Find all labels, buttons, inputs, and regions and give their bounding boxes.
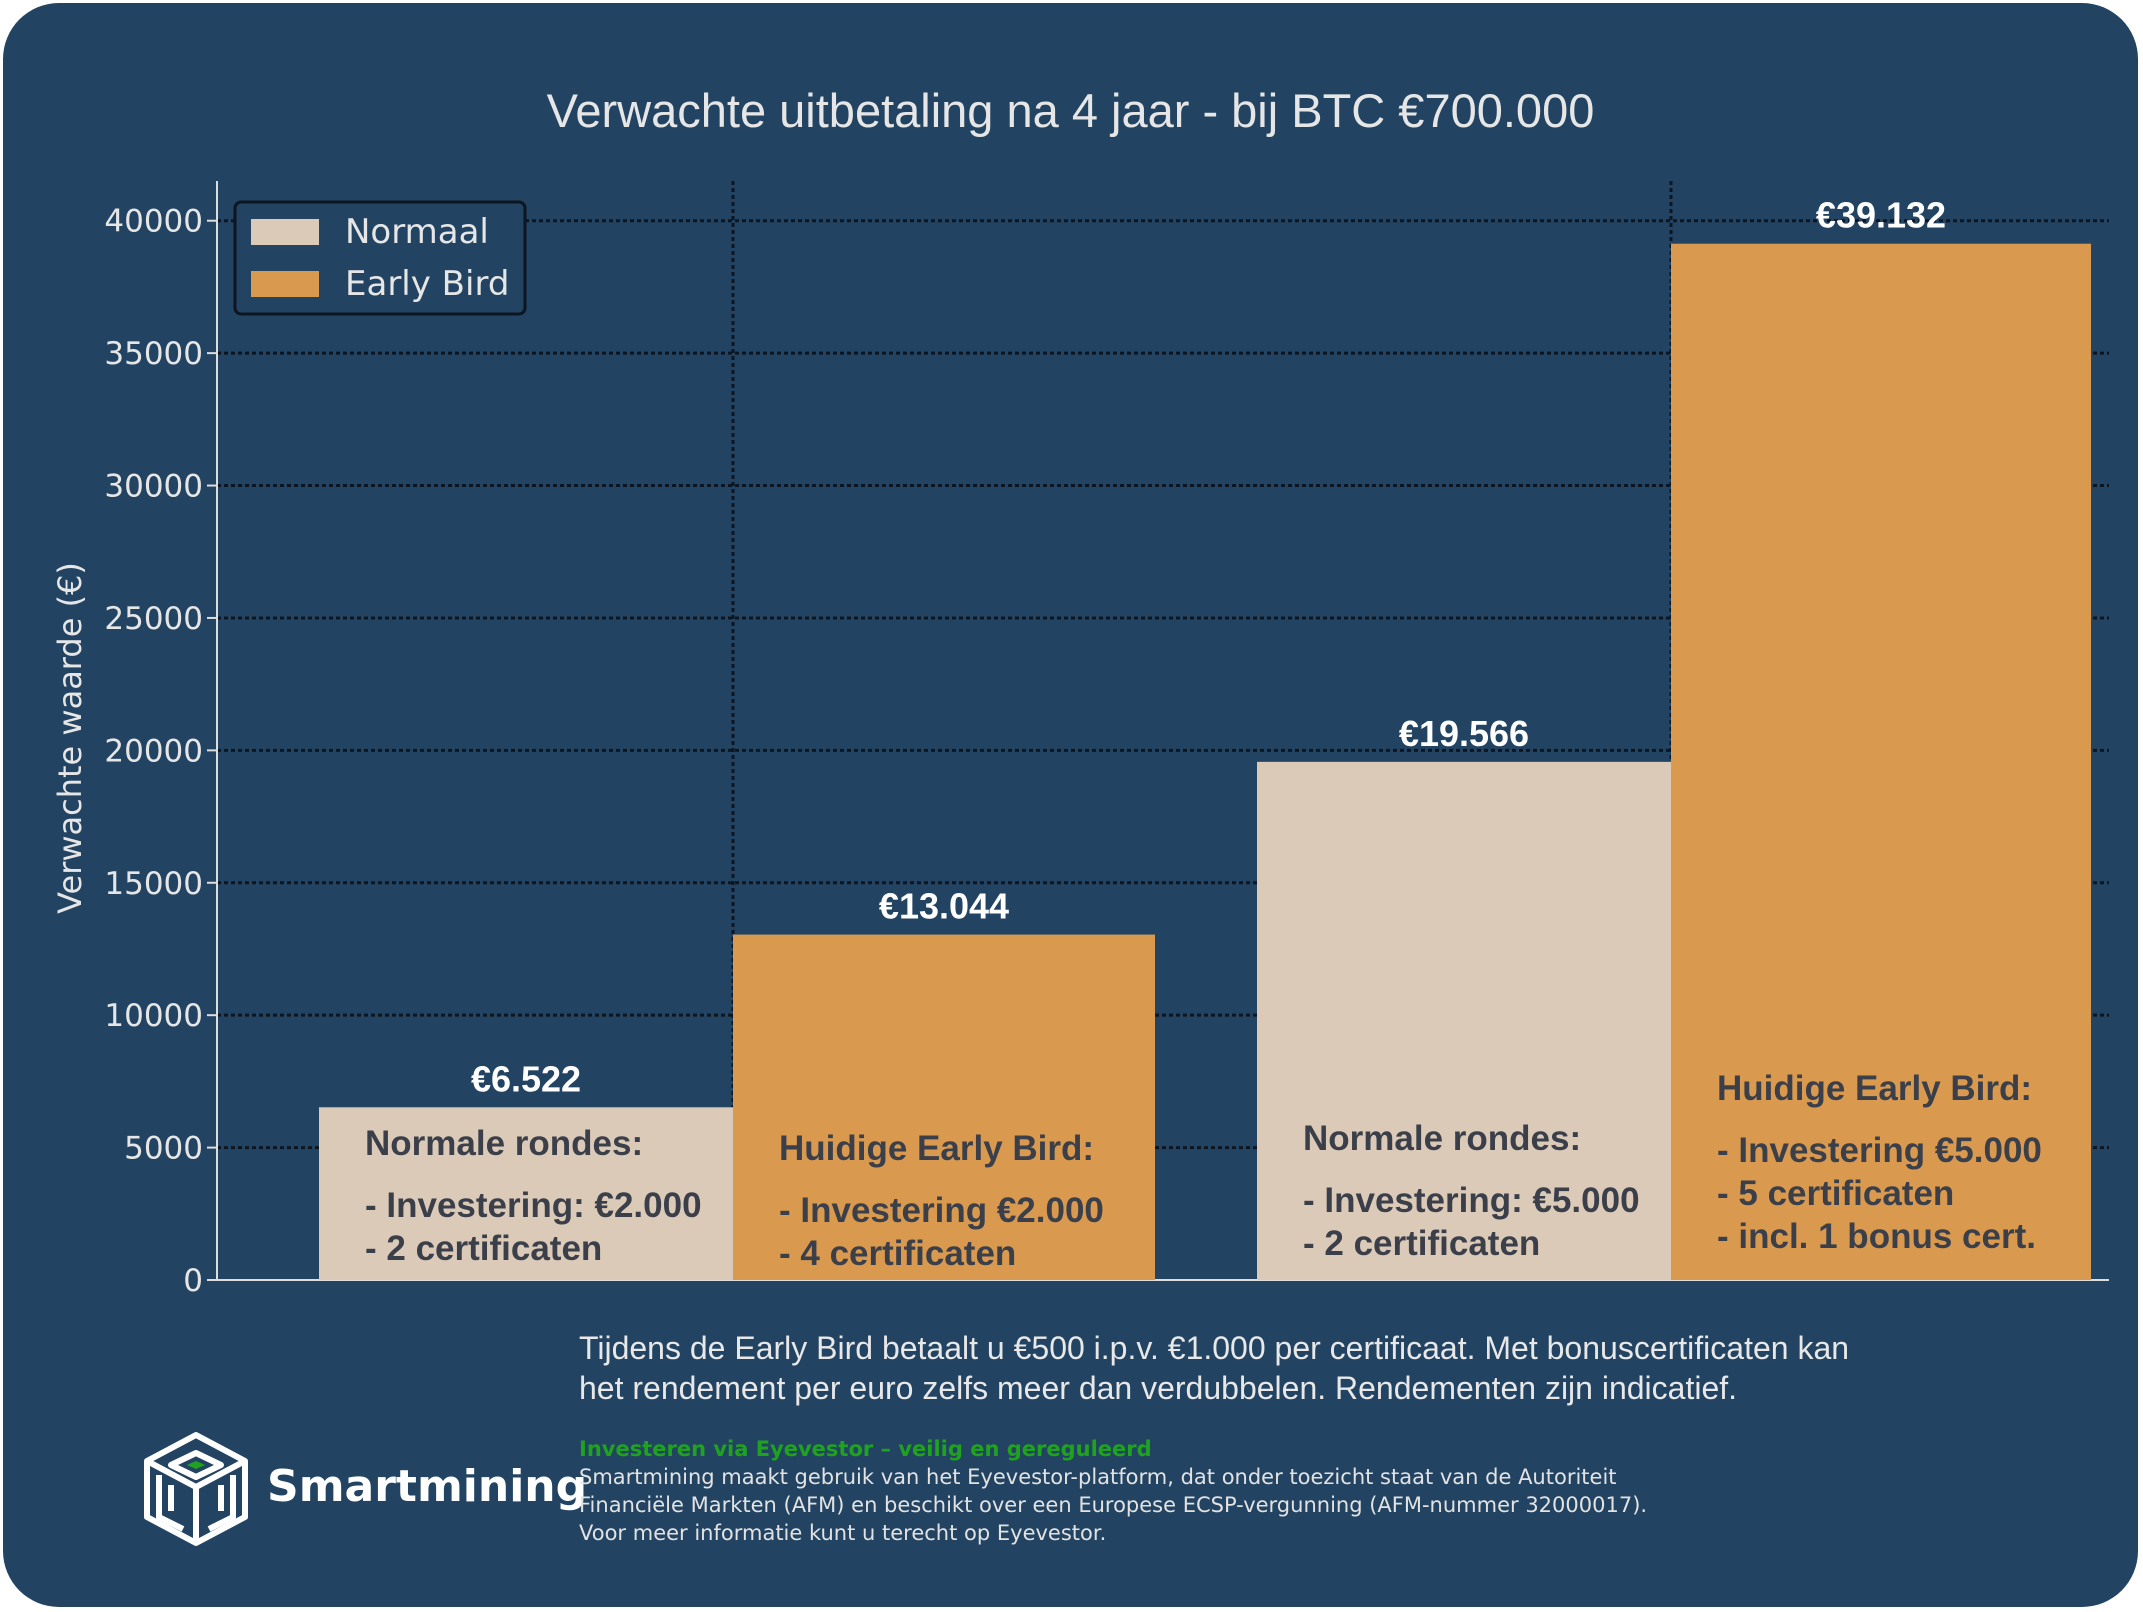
bar-annotation-heading: Normale rondes: — [365, 1124, 643, 1163]
bar-annotation-line: - 5 certificaten — [1717, 1174, 1954, 1213]
bar-annotation-line: - 2 certificaten — [1303, 1224, 1540, 1263]
legend-label: Normaal — [345, 212, 489, 252]
bar-annotation-heading: Huidige Early Bird: — [779, 1129, 1094, 1168]
brand-name: Smartmining — [267, 1461, 588, 1512]
y-tick-label: 20000 — [104, 733, 203, 769]
cube-logo-icon — [144, 1432, 248, 1546]
y-axis-label: Verwachte waarde (€) — [51, 562, 89, 914]
footnote-line-2: het rendement per euro zelfs meer dan ve… — [579, 1370, 1738, 1406]
chart-title: Verwachte uitbetaling na 4 jaar - bij BT… — [546, 84, 1595, 137]
bar-4 — [1671, 243, 2091, 1280]
footnote-line-1: Tijdens de Early Bird betaalt u €500 i.p… — [579, 1330, 1850, 1366]
legend-swatch — [251, 271, 319, 297]
bar-annotation-line: - 4 certificaten — [779, 1234, 1016, 1273]
bar-value-label: €6.522 — [471, 1058, 581, 1099]
y-tick-label: 15000 — [104, 866, 203, 902]
legend-swatch — [251, 219, 319, 245]
bar-3 — [1257, 761, 1671, 1280]
y-tick-label: 35000 — [104, 336, 203, 372]
disclaimer: Investeren via Eyevestor – veilig en ger… — [579, 1435, 1647, 1547]
legend: Normaal Early Bird — [233, 200, 527, 316]
bar-annotation-line: - Investering: €5.000 — [1303, 1181, 1640, 1220]
bar-1 — [319, 1107, 733, 1280]
bar-annotation-line: - incl. 1 bonus cert. — [1717, 1217, 2036, 1256]
y-tick-label: 10000 — [104, 998, 203, 1034]
bar-annotation-line: - Investering €5.000 — [1717, 1131, 2042, 1170]
infographic-card: Verwachte uitbetaling na 4 jaar - bij BT… — [3, 3, 2138, 1607]
footnote: Tijdens de Early Bird betaalt u €500 i.p… — [579, 1328, 1849, 1408]
bar-value-label: €13.044 — [879, 886, 1009, 927]
disclaimer-line-1: Smartmining maakt gebruik van het Eyeves… — [579, 1465, 1617, 1489]
bar-chart: 0 5000 10000 15000 20000 25000 30000 35000 40000… — [51, 181, 2109, 1299]
y-tick-label: 5000 — [124, 1131, 203, 1167]
disclaimer-heading: Investeren via Eyevestor – veilig en ger… — [579, 1437, 1152, 1461]
legend-label: Early Bird — [345, 264, 509, 304]
bar-annotation-line: - Investering: €2.000 — [365, 1186, 702, 1225]
disclaimer-line-3: Voor meer informatie kunt u terecht op E… — [579, 1521, 1107, 1545]
bar-value-label: €19.566 — [1399, 713, 1529, 754]
disclaimer-line-2: Financiële Markten (AFM) en beschikt ove… — [579, 1493, 1648, 1517]
y-tick-label: 30000 — [104, 469, 203, 505]
bar-annotation-heading: Normale rondes: — [1303, 1119, 1581, 1158]
bar-annotation-line: - Investering €2.000 — [779, 1191, 1104, 1230]
bar-value-label: €39.132 — [1816, 195, 1946, 236]
bar-annotation-line: - 2 certificaten — [365, 1229, 602, 1268]
bar-annotation-heading: Huidige Early Bird: — [1717, 1069, 2032, 1108]
y-tick-label: 25000 — [104, 601, 203, 637]
bar-2 — [733, 934, 1155, 1280]
y-tick-label: 0 — [183, 1263, 203, 1299]
y-tick-label: 40000 — [104, 204, 203, 240]
